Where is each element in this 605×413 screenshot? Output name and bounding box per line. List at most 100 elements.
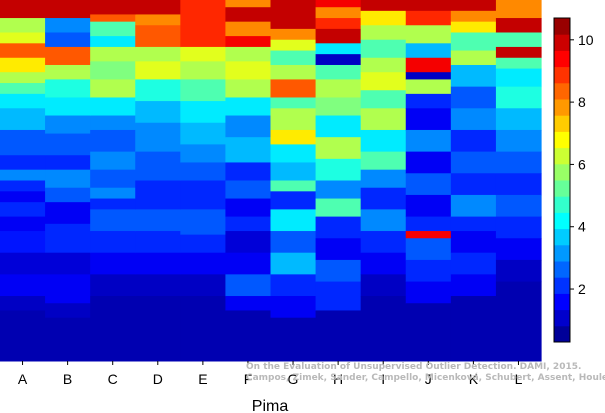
heatmap-cell — [0, 93, 46, 109]
heatmap-cell — [360, 151, 407, 171]
heatmap-cell — [360, 274, 407, 297]
x-tick-label-A: A — [18, 371, 28, 387]
heatmap-cell — [0, 32, 46, 44]
colorbar-tick-label: 6 — [578, 156, 586, 172]
heatmap-cell — [225, 7, 272, 23]
heatmap-cell — [450, 173, 497, 196]
heatmap-cell — [495, 173, 542, 196]
heatmap-cell — [495, 238, 542, 261]
heatmap-cell — [0, 216, 46, 232]
heatmap-cell — [450, 274, 497, 297]
heatmap-cell — [270, 274, 317, 297]
heatmap-cell — [90, 252, 136, 275]
heatmap-cell — [180, 234, 227, 254]
heatmap-cell — [225, 21, 272, 37]
heatmap-cell — [315, 28, 362, 44]
heatmap-cell — [135, 0, 181, 15]
colorbar-swatch — [554, 261, 570, 278]
heatmap-cell — [90, 46, 136, 62]
heatmap-cell — [225, 231, 272, 254]
colorbar-tick-label: 2 — [578, 281, 586, 297]
heatmap-column-D — [135, 0, 181, 362]
heatmap-cell — [495, 259, 542, 283]
heatmap-cell — [315, 198, 362, 218]
heatmap-cell — [405, 281, 452, 304]
heatmap-cell — [90, 61, 136, 80]
heatmap-cell — [45, 252, 91, 275]
heatmap-cell — [450, 129, 497, 153]
heatmap-cell — [360, 90, 407, 109]
heatmap-cell — [450, 194, 497, 218]
heatmap-cell — [90, 296, 136, 362]
heatmap-cell — [0, 43, 46, 59]
heatmap-cell — [270, 28, 317, 41]
heatmap-cell — [360, 209, 407, 232]
heatmap-cell — [405, 93, 452, 109]
heatmap-cell — [450, 151, 497, 174]
heatmap-cell — [0, 0, 46, 19]
heatmap-cell — [450, 64, 497, 88]
heatmap-cell — [0, 57, 46, 73]
heatmap-cell — [180, 79, 227, 102]
heatmap-cell — [90, 36, 136, 48]
heatmap-cell — [270, 79, 317, 98]
heatmap-cell — [315, 64, 362, 80]
heatmap-cell — [90, 274, 136, 297]
heatmap-cell — [270, 97, 317, 109]
heatmap-cell — [0, 155, 46, 171]
heatmap-cell — [270, 162, 317, 181]
heatmap-cell — [90, 169, 136, 189]
heatmap-cell — [90, 129, 136, 153]
heatmap-cell — [270, 317, 317, 362]
heatmap-cell — [360, 57, 407, 73]
heatmap-cell — [360, 129, 407, 153]
heatmap-cell — [135, 231, 181, 254]
heatmap-cell — [315, 158, 362, 181]
heatmap-cell — [315, 0, 362, 8]
heatmap-cell — [0, 274, 46, 297]
heatmap-cell — [450, 296, 497, 362]
heatmap-cell — [270, 180, 317, 192]
heatmap-cell — [270, 231, 317, 254]
heatmap-cell — [90, 14, 136, 23]
heatmap-cell — [135, 274, 181, 297]
x-tick-label-H: H — [333, 371, 343, 387]
heatmap-cell — [405, 72, 452, 80]
heatmap-column-J — [405, 0, 452, 362]
heatmap-cell — [90, 187, 136, 200]
heatmap-cell — [45, 115, 91, 135]
heatmap-cell — [450, 252, 497, 275]
heatmap-cell — [0, 202, 46, 218]
heatmap-cell — [135, 61, 181, 80]
colorbar-swatch — [554, 196, 570, 213]
heatmap-cell — [0, 252, 46, 275]
heatmap-cell — [45, 46, 91, 66]
heatmap-cell — [225, 36, 272, 48]
heatmap-cell — [270, 0, 317, 30]
heatmap-cell — [270, 144, 317, 163]
heatmap-cell — [495, 108, 542, 131]
heatmap-cell — [495, 57, 542, 70]
heatmap-cell — [315, 238, 362, 261]
heatmap-cell — [360, 72, 407, 91]
heatmap-cell — [315, 97, 362, 117]
heatmap-cell — [405, 79, 452, 95]
heatmap-cell — [405, 43, 452, 59]
heatmap-cell — [360, 252, 407, 275]
heatmap-cell — [0, 191, 46, 203]
x-tick-label-G: G — [288, 371, 299, 387]
heatmap-cell — [45, 133, 91, 156]
heatmap-cell — [90, 0, 136, 15]
heatmap-column-L — [495, 0, 542, 362]
heatmap-cell — [45, 18, 91, 33]
heatmap-column-F — [225, 0, 272, 362]
credit-text: On the Evaluation of Unsupervised Outlie… — [246, 362, 605, 384]
heatmap-cell — [45, 187, 91, 203]
heatmap-cell — [270, 108, 317, 131]
heatmap-cell — [450, 21, 497, 33]
x-tick-label-C: C — [108, 371, 118, 387]
heatmap-cell — [0, 18, 46, 33]
heatmap-cell — [180, 0, 227, 48]
heatmap-cell — [45, 169, 91, 189]
colorbar-tick-label: 4 — [578, 219, 586, 235]
